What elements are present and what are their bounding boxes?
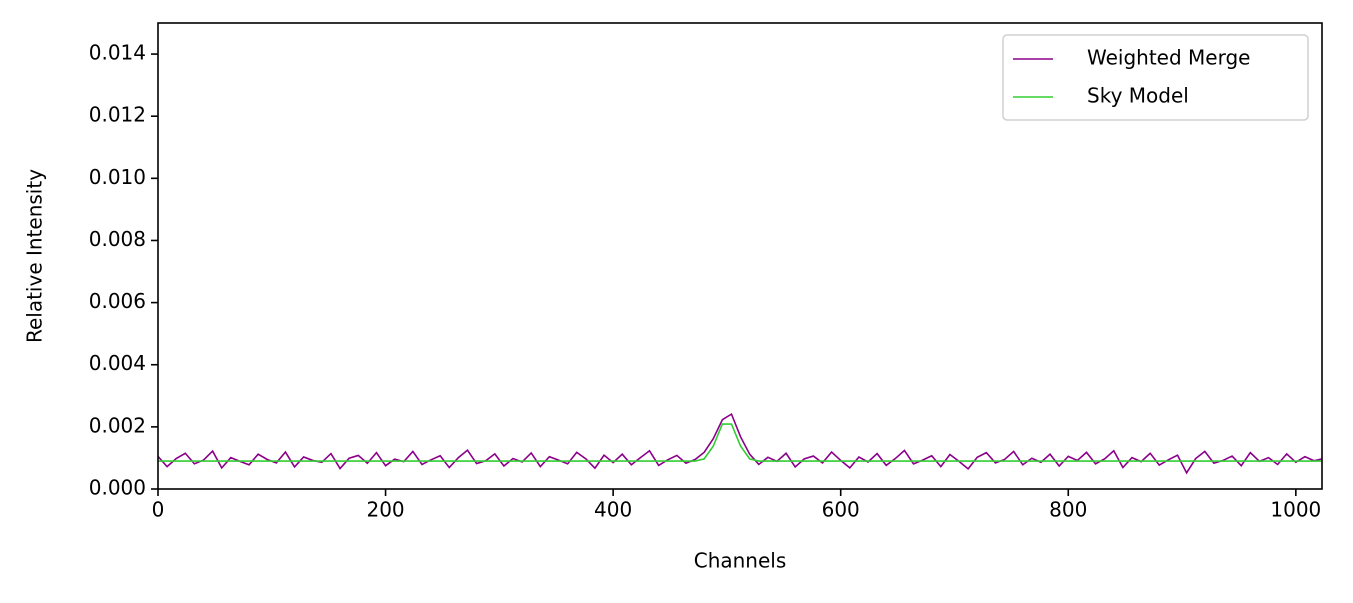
x-tick-label: 800 bbox=[1049, 498, 1087, 522]
y-axis-label: Relative Intensity bbox=[23, 169, 47, 343]
plot-frame bbox=[157, 22, 1323, 490]
y-tick-label: 0.014 bbox=[89, 41, 146, 65]
legend-label: Weighted Merge bbox=[1087, 46, 1250, 70]
legend-label: Sky Model bbox=[1087, 84, 1189, 108]
x-tick-label: 200 bbox=[366, 498, 404, 522]
y-tick-label: 0.012 bbox=[89, 103, 146, 127]
y-tick-label: 0.010 bbox=[89, 165, 146, 189]
x-tick-label: 0 bbox=[152, 498, 165, 522]
y-tick-label: 0.000 bbox=[89, 476, 146, 500]
y-tick-label: 0.004 bbox=[89, 351, 146, 375]
y-tick-label: 0.002 bbox=[89, 413, 146, 437]
series-line bbox=[158, 423, 1322, 462]
x-tick-label: 1000 bbox=[1270, 498, 1321, 522]
y-tick-label: 0.006 bbox=[89, 289, 146, 313]
y-tick-label: 0.008 bbox=[89, 227, 146, 251]
legend-box bbox=[1002, 34, 1309, 121]
x-axis-label: Channels bbox=[694, 549, 787, 573]
x-tick-label: 400 bbox=[594, 498, 632, 522]
x-tick-label: 600 bbox=[822, 498, 860, 522]
